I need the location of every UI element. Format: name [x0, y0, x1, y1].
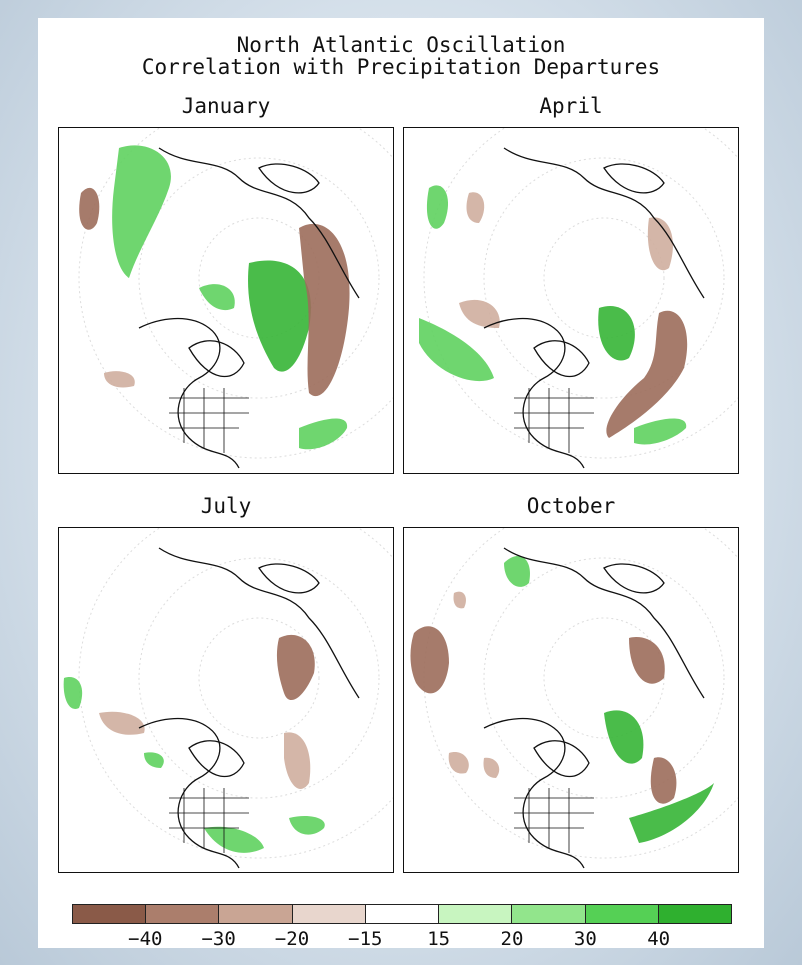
panel-title-april: April: [539, 94, 603, 118]
anomaly-positive: [504, 555, 530, 587]
colorbar-tick-label: −20: [274, 928, 310, 950]
colorbar-tick-label: −15: [348, 928, 383, 950]
colorbar-tick-label: 40: [647, 928, 671, 950]
figure-title: North Atlantic Oscillation: [236, 33, 566, 57]
anomaly-positive: [634, 418, 687, 445]
colorbar-swatch: [146, 905, 220, 923]
anomaly-positive: [289, 816, 325, 835]
anomaly-negative: [647, 217, 673, 271]
anomaly-positive: [144, 752, 164, 768]
anomaly-negative: [453, 591, 466, 609]
colorbar-swatch: [512, 905, 586, 923]
panel-title-january: January: [181, 94, 271, 118]
anomaly-negative: [284, 732, 311, 789]
colorbar-swatch: [439, 905, 513, 923]
anomaly-negative: [79, 187, 100, 230]
map-panel-april: [403, 127, 739, 474]
anomaly-positive: [419, 318, 494, 382]
colorbar-tick-label: 20: [500, 928, 524, 950]
anomaly-positive: [248, 260, 311, 372]
anomaly-negative: [448, 752, 469, 774]
colorbar-swatch: [73, 905, 147, 923]
anomaly-negative: [650, 757, 677, 804]
colorbar-tick-label: −40: [128, 928, 163, 950]
colorbar-swatch: [658, 905, 731, 923]
anomaly-negative: [459, 299, 500, 328]
anomaly-negative: [99, 711, 145, 735]
anomaly-positive: [604, 710, 644, 764]
map-panel-october: [403, 527, 739, 873]
coastlines: [483, 547, 705, 869]
state-borders: [514, 388, 594, 453]
anomaly-positive: [63, 677, 83, 709]
panel-title-july: July: [200, 494, 252, 518]
coastlines: [483, 147, 705, 469]
anomaly-negative: [606, 310, 688, 438]
colorbar-swatch: [219, 905, 293, 923]
map-october: [410, 528, 738, 869]
colorbar-tick-label: 15: [427, 928, 451, 950]
state-borders: [169, 788, 249, 853]
colorbar-tick-label: −30: [201, 928, 236, 950]
anomaly-negative: [483, 757, 500, 778]
colorbar-swatch: [292, 905, 366, 923]
state-borders: [514, 788, 594, 853]
colorbar: [72, 904, 732, 924]
map-july: [63, 528, 393, 869]
anomaly-positive: [204, 826, 264, 853]
anomaly-negative: [276, 634, 315, 701]
coastlines: [138, 547, 360, 869]
anomaly-negative: [104, 371, 135, 388]
colorbar-swatch: [585, 905, 659, 923]
state-borders: [169, 388, 249, 453]
anomaly-positive: [598, 306, 635, 361]
map-panel-july: [58, 527, 394, 873]
anomaly-negative: [410, 626, 449, 694]
anomaly-positive: [299, 418, 348, 450]
map-january: [78, 128, 393, 469]
colorbar-tick-label: 30: [573, 928, 597, 950]
panel-title-october: October: [526, 494, 616, 518]
anomaly-negative: [629, 637, 665, 684]
colorbar-swatch: [365, 905, 440, 923]
map-april: [419, 128, 738, 469]
anomaly-positive: [426, 185, 449, 229]
map-panel-january: [58, 127, 394, 474]
anomaly-positive: [629, 783, 714, 843]
anomaly-positive: [199, 284, 235, 311]
anomaly-positive: [112, 145, 171, 278]
anomaly-negative: [466, 192, 485, 223]
figure-subtitle: Correlation with Precipitation Departure…: [141, 55, 661, 79]
anomaly-negative: [299, 223, 350, 397]
coastlines: [138, 147, 360, 469]
